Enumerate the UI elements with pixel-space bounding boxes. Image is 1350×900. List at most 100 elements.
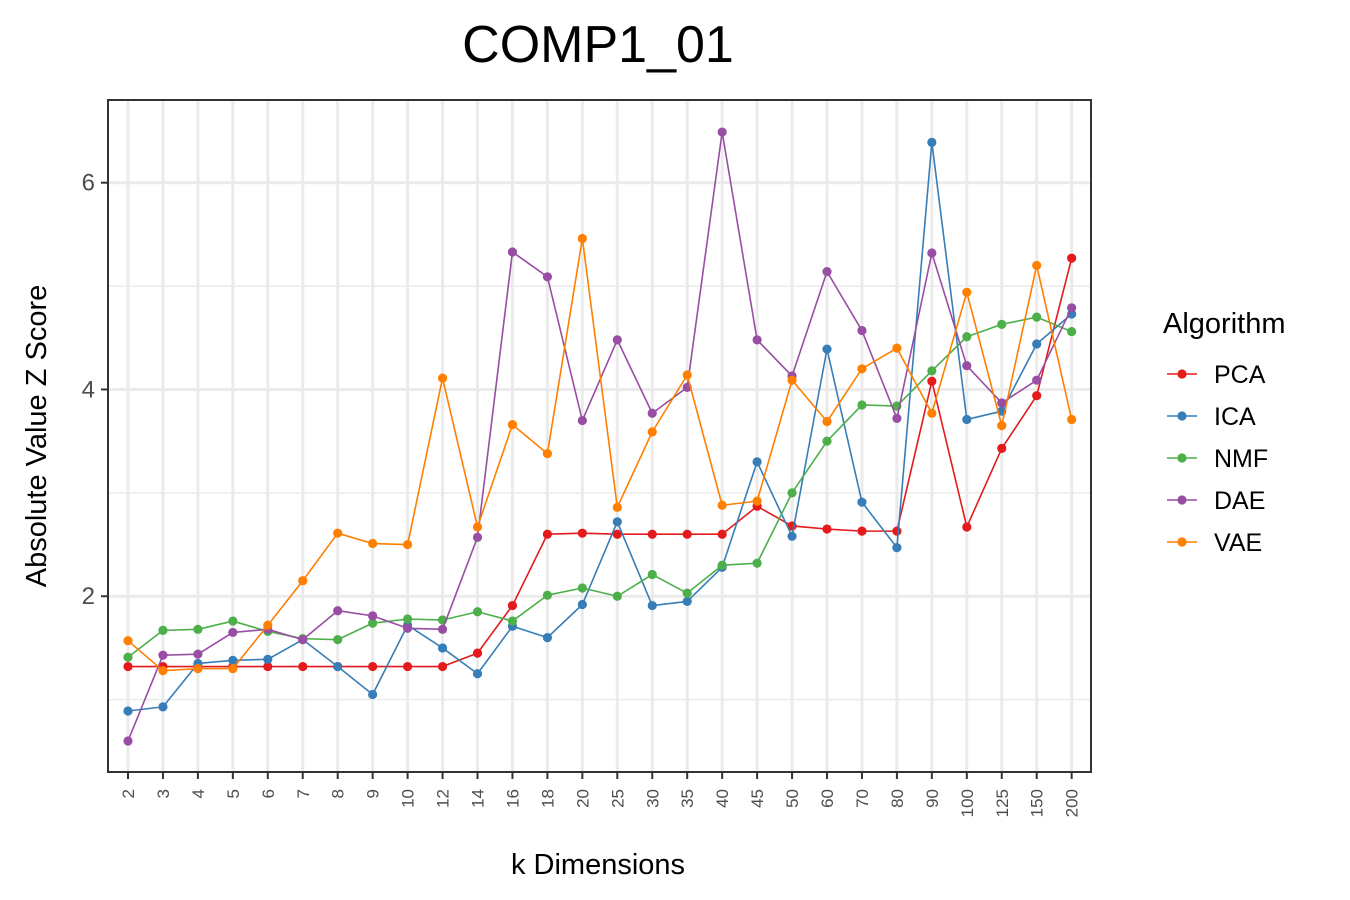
data-point-pca xyxy=(298,661,308,672)
data-point-nmf xyxy=(997,319,1007,329)
data-point-ica xyxy=(123,706,133,716)
data-point-vae xyxy=(333,528,343,538)
x-tick-label: 6 xyxy=(259,789,278,798)
data-point-dae xyxy=(228,627,238,638)
x-tick-label: 20 xyxy=(573,789,592,808)
data-point-ica xyxy=(1032,339,1042,349)
data-point-nmf xyxy=(717,560,727,570)
data-point-pca xyxy=(507,600,518,611)
x-tick-label: 40 xyxy=(713,789,732,808)
data-point-vae xyxy=(263,620,273,630)
data-point-pca xyxy=(263,661,273,672)
x-tick-label: 80 xyxy=(888,789,907,808)
legend-title: Algorithm xyxy=(1163,308,1286,340)
x-tick-label: 100 xyxy=(958,789,977,817)
data-point-vae xyxy=(298,576,308,586)
data-point-pca xyxy=(368,661,378,672)
data-point-nmf xyxy=(787,488,797,498)
data-point-pca xyxy=(857,526,867,536)
data-point-ica xyxy=(228,655,238,665)
x-tick-label: 70 xyxy=(853,789,872,808)
data-point-nmf xyxy=(403,614,413,624)
data-point-dae xyxy=(1032,375,1042,385)
data-point-dae xyxy=(298,635,308,645)
data-point-dae xyxy=(927,248,937,258)
data-point-dae xyxy=(822,267,832,277)
legend-key-point-pca xyxy=(1177,369,1187,379)
data-point-pca xyxy=(1032,391,1042,401)
data-point-vae xyxy=(542,448,553,459)
y-axis-title: Absolute Value Z Score xyxy=(21,285,53,588)
data-point-nmf xyxy=(542,590,553,600)
data-point-pca xyxy=(717,529,727,539)
data-point-nmf xyxy=(472,607,483,617)
data-point-ica xyxy=(437,643,448,653)
x-tick-label: 45 xyxy=(748,789,767,808)
plot-border xyxy=(107,99,1092,773)
data-point-dae xyxy=(892,413,902,424)
data-point-ica xyxy=(892,543,902,553)
x-axis-ticks: 2 3 4 5 6 7 8 9 10 12 14 16 18 20 25 30 35 40 45 50 60 70 80 90… xyxy=(119,772,1082,817)
data-point-vae xyxy=(717,500,727,510)
legend-key-point-ica xyxy=(1177,411,1187,421)
data-point-dae xyxy=(542,272,553,282)
chart-title: COMP1_01 xyxy=(462,16,734,74)
data-point-vae xyxy=(193,664,203,674)
data-point-pca xyxy=(997,443,1007,454)
data-point-vae xyxy=(682,370,692,380)
x-tick-label: 60 xyxy=(818,789,837,808)
data-point-ica xyxy=(612,517,622,527)
data-point-nmf xyxy=(752,558,762,568)
y-tick-label: 4 xyxy=(82,376,95,403)
data-point-ica xyxy=(927,137,937,147)
data-point-vae xyxy=(368,538,378,549)
data-point-vae xyxy=(752,496,762,506)
x-tick-label: 10 xyxy=(399,789,418,808)
data-point-vae xyxy=(927,408,937,418)
data-point-pca xyxy=(822,524,832,534)
data-point-dae xyxy=(368,611,378,621)
data-point-ica xyxy=(787,531,797,541)
x-tick-label: 125 xyxy=(993,789,1012,817)
data-point-vae xyxy=(228,664,238,674)
x-tick-label: 5 xyxy=(224,789,243,798)
x-tick-label: 4 xyxy=(189,789,208,798)
data-point-vae xyxy=(1032,260,1042,271)
x-tick-label: 8 xyxy=(329,789,348,798)
data-point-dae xyxy=(1067,303,1077,313)
legend-label-vae: VAE xyxy=(1214,529,1262,557)
data-point-pca xyxy=(682,529,692,539)
data-point-pca xyxy=(577,528,587,538)
data-point-vae xyxy=(403,539,413,550)
data-point-nmf xyxy=(962,332,972,342)
legend-key-point-vae xyxy=(1177,537,1187,547)
data-point-vae xyxy=(507,420,518,430)
data-point-dae xyxy=(577,415,587,426)
data-point-ica xyxy=(472,669,483,679)
data-point-dae xyxy=(123,736,133,746)
data-point-vae xyxy=(612,502,622,512)
data-point-ica xyxy=(542,633,553,643)
data-point-ica xyxy=(647,600,657,611)
data-point-vae xyxy=(577,233,587,244)
legend-key-point-dae xyxy=(1177,495,1187,505)
data-point-nmf xyxy=(333,635,343,645)
grid-minor xyxy=(108,285,1091,701)
data-point-vae xyxy=(857,364,867,374)
data-point-pca xyxy=(403,661,413,672)
series-line-vae xyxy=(127,237,1073,672)
series-layer xyxy=(123,127,1077,746)
data-point-ica xyxy=(962,414,972,425)
x-tick-label: 18 xyxy=(538,789,557,808)
data-point-vae xyxy=(1067,414,1077,425)
x-tick-label: 3 xyxy=(154,789,173,798)
data-point-nmf xyxy=(228,616,238,626)
x-tick-label: 2 xyxy=(119,789,138,798)
series-line-dae xyxy=(127,131,1073,742)
legend-label-ica: ICA xyxy=(1214,403,1256,431)
data-point-pca xyxy=(962,522,972,532)
data-point-pca xyxy=(612,529,622,539)
data-point-ica xyxy=(577,599,587,610)
data-point-pca xyxy=(892,526,902,536)
